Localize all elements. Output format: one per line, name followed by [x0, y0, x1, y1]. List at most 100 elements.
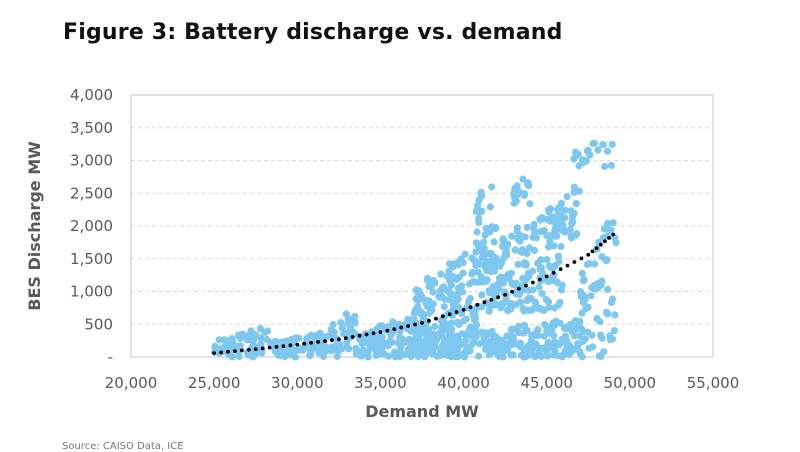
scatter-point: [333, 352, 341, 360]
scatter-point: [475, 218, 483, 226]
scatter-point: [557, 286, 566, 294]
scatter-point: [343, 329, 351, 337]
scatter-point: [359, 336, 368, 344]
scatter-point: [605, 226, 613, 234]
scatter-point: [417, 308, 425, 317]
trendline-dot: [611, 232, 616, 237]
scatter-point: [431, 279, 439, 287]
y-tick-label: 3,000: [70, 152, 113, 170]
scatter-point: [596, 318, 604, 326]
scatter-point: [367, 338, 375, 346]
trendline-dot: [392, 327, 397, 331]
scatter-point: [429, 288, 437, 296]
scatter-point: [512, 300, 521, 308]
scatter-point: [303, 334, 311, 342]
scatter-point: [561, 335, 570, 343]
scatter-point: [495, 274, 503, 282]
scatter-point: [568, 219, 576, 227]
scatter-point: [313, 331, 321, 339]
scatter-point: [611, 311, 619, 319]
scatter-point: [609, 219, 617, 227]
scatter-point: [407, 351, 416, 359]
scatter-point: [425, 283, 433, 291]
scatter-point: [567, 231, 575, 240]
scatter-point: [474, 242, 482, 250]
scatter-point: [568, 326, 576, 334]
scatter-point: [290, 351, 298, 359]
scatter-point: [390, 348, 399, 356]
scatter-point: [579, 328, 587, 336]
y-tick-label: 4,000: [70, 86, 113, 104]
x-tick-label: 40,000: [437, 374, 490, 392]
scatter-point: [417, 338, 425, 346]
scatter-point: [236, 334, 245, 342]
scatter-point: [466, 347, 474, 355]
scatter-point: [306, 351, 314, 359]
scatter-point: [263, 335, 271, 344]
trendline-dot: [496, 295, 501, 300]
scatter-point: [598, 253, 606, 261]
scatter-point: [437, 270, 445, 278]
scatter-point: [264, 327, 272, 335]
scatter-point: [338, 324, 346, 332]
scatter-point: [501, 250, 509, 258]
scatter-point: [367, 344, 375, 352]
scatter-point: [343, 338, 351, 346]
scatter-point: [501, 273, 509, 281]
scatter-point: [475, 352, 483, 360]
trendline-dot: [461, 307, 466, 312]
scatter-point: [608, 335, 617, 343]
trendline-dot: [586, 252, 591, 257]
scatter-point: [551, 227, 559, 235]
scatter-point: [436, 293, 444, 301]
trendline-dot: [440, 314, 445, 319]
scatter-point: [537, 216, 545, 224]
scatter-point: [411, 338, 419, 346]
scatter-point: [550, 351, 558, 359]
scatter-point: [493, 261, 501, 269]
scatter-point: [336, 340, 344, 348]
scatter-point: [555, 258, 563, 266]
scatter-point: [460, 317, 468, 325]
source-note: Source: CAISO Data, ICE: [62, 441, 184, 452]
scatter-point: [378, 340, 386, 348]
scatter-point: [449, 263, 457, 271]
scatter-point: [554, 252, 562, 260]
scatter-point: [467, 327, 475, 335]
scatter-point: [581, 295, 589, 304]
scatter-point: [492, 301, 500, 309]
scatter-point: [337, 319, 345, 327]
scatter-point: [257, 340, 265, 348]
scatter-point: [576, 317, 584, 326]
scatter-point: [543, 344, 551, 352]
trendline-dot: [434, 316, 438, 321]
trendline-dot: [357, 333, 362, 338]
scatter-point: [607, 161, 616, 169]
scatter-point: [546, 205, 555, 213]
scatter-point: [472, 327, 480, 336]
scatter-point: [520, 191, 529, 199]
scatter-point: [578, 269, 587, 277]
scatter-point: [511, 246, 519, 254]
x-tick-label: 20,000: [105, 374, 158, 392]
trendline-dot: [489, 297, 494, 302]
trendline-dot: [558, 267, 563, 272]
scatter-point: [584, 303, 592, 311]
scatter-point: [604, 285, 612, 293]
scatter-point: [600, 348, 608, 356]
trendline-dot: [572, 260, 577, 264]
scatter-point: [570, 155, 578, 163]
chart-title: Figure 3: Battery discharge vs. demand: [63, 20, 563, 45]
scatter-point: [508, 232, 516, 240]
scatter-point: [480, 244, 488, 253]
scatter-point: [494, 280, 502, 288]
scatter-point: [256, 325, 264, 333]
scatter-point: [414, 349, 422, 357]
x-axis-label: Demand MW: [365, 402, 479, 421]
scatter-point: [601, 162, 609, 171]
scatter-point: [591, 260, 599, 268]
scatter-point: [566, 225, 574, 234]
trendline-dot: [420, 321, 424, 325]
scatter-point: [529, 233, 537, 241]
scatter-point: [421, 344, 429, 352]
